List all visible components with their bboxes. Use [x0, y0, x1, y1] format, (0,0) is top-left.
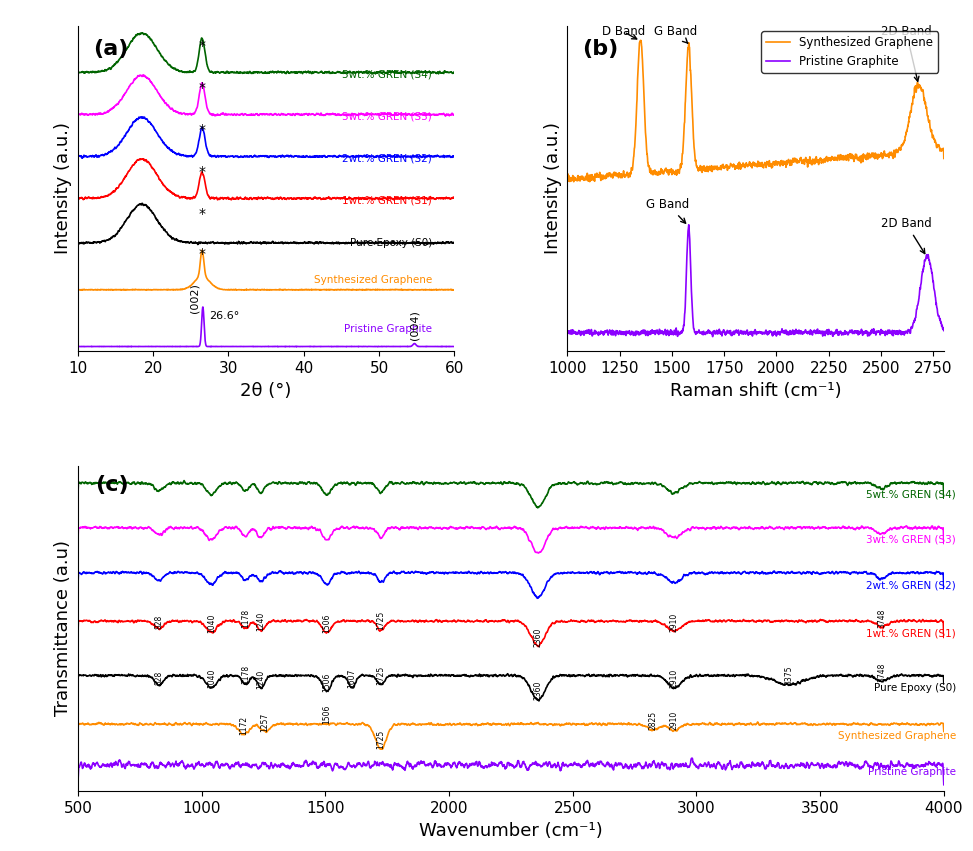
Text: 2910: 2910	[669, 613, 678, 632]
Text: 828: 828	[155, 615, 163, 630]
Text: 1240: 1240	[257, 670, 266, 688]
Text: 1040: 1040	[207, 669, 216, 688]
Text: 2D Band: 2D Band	[881, 217, 931, 254]
Text: 3wt.% GREN (S3): 3wt.% GREN (S3)	[866, 534, 956, 545]
Text: 2wt.% GREN (S2): 2wt.% GREN (S2)	[342, 154, 432, 164]
Text: (002): (002)	[190, 283, 199, 313]
Text: *: *	[198, 165, 205, 180]
Text: Pure Epoxy (S0): Pure Epoxy (S0)	[874, 683, 956, 693]
Text: (004): (004)	[410, 310, 419, 340]
Text: 2360: 2360	[533, 627, 543, 647]
Text: 828: 828	[155, 671, 163, 685]
Text: *: *	[198, 247, 205, 260]
Text: 2910: 2910	[669, 669, 678, 688]
Text: 2360: 2360	[533, 681, 543, 700]
Text: *: *	[198, 123, 205, 137]
Text: 3wt.% GREN (S3): 3wt.% GREN (S3)	[342, 111, 432, 122]
Y-axis label: Intensity (a.u.): Intensity (a.u.)	[544, 123, 561, 254]
Text: 1172: 1172	[239, 716, 249, 734]
Text: Pristine Graphite: Pristine Graphite	[868, 767, 956, 777]
Text: 1725: 1725	[377, 665, 385, 685]
Legend: Synthesized Graphene, Pristine Graphite: Synthesized Graphene, Pristine Graphite	[762, 31, 938, 73]
Text: (b): (b)	[583, 38, 619, 59]
Text: 1wt.% GREN (S1): 1wt.% GREN (S1)	[342, 196, 432, 206]
Text: 5wt.% GREN (S4): 5wt.% GREN (S4)	[866, 489, 956, 500]
Text: 2825: 2825	[649, 711, 658, 730]
Text: 3375: 3375	[784, 665, 794, 685]
Text: 1725: 1725	[377, 611, 385, 630]
Text: (c): (c)	[95, 476, 128, 495]
Text: 1506: 1506	[322, 672, 331, 692]
Text: 1506: 1506	[322, 705, 331, 724]
Text: 26.6°: 26.6°	[209, 311, 240, 322]
Text: 1040: 1040	[207, 614, 216, 632]
Text: 1wt.% GREN (S1): 1wt.% GREN (S1)	[866, 628, 956, 638]
Text: *: *	[198, 207, 205, 221]
X-axis label: 2θ (°): 2θ (°)	[240, 382, 292, 400]
Text: Synthesized Graphene: Synthesized Graphene	[313, 275, 432, 285]
Text: *: *	[198, 81, 205, 95]
Text: 1178: 1178	[241, 665, 250, 684]
Text: 2910: 2910	[669, 711, 678, 730]
Text: 1240: 1240	[257, 612, 266, 631]
Text: G Band: G Band	[655, 26, 698, 43]
Y-axis label: Intensity (a.u.): Intensity (a.u.)	[54, 123, 72, 254]
X-axis label: Raman shift (cm⁻¹): Raman shift (cm⁻¹)	[669, 382, 842, 400]
Text: 3748: 3748	[877, 662, 886, 682]
Text: 2D Band: 2D Band	[881, 26, 931, 82]
Text: (a): (a)	[92, 38, 128, 59]
Text: Pure Epoxy (S0): Pure Epoxy (S0)	[349, 237, 432, 248]
Text: Synthesized Graphene: Synthesized Graphene	[838, 731, 956, 741]
Text: 2wt.% GREN (S2): 2wt.% GREN (S2)	[866, 580, 956, 590]
Text: 1506: 1506	[322, 614, 331, 633]
Text: Pristine Graphite: Pristine Graphite	[343, 324, 432, 334]
Y-axis label: Transmittance (a.u): Transmittance (a.u)	[54, 540, 72, 717]
Text: 1607: 1607	[347, 668, 356, 688]
Text: 1257: 1257	[261, 712, 270, 732]
Text: D Band: D Band	[602, 26, 645, 39]
Text: 3748: 3748	[877, 608, 886, 627]
Text: 5wt.% GREN (S4): 5wt.% GREN (S4)	[342, 70, 432, 80]
X-axis label: Wavenumber (cm⁻¹): Wavenumber (cm⁻¹)	[419, 822, 602, 840]
Text: G Band: G Band	[646, 198, 689, 223]
Text: 1725: 1725	[377, 730, 385, 749]
Text: 1178: 1178	[241, 608, 250, 628]
Text: *: *	[198, 39, 205, 54]
